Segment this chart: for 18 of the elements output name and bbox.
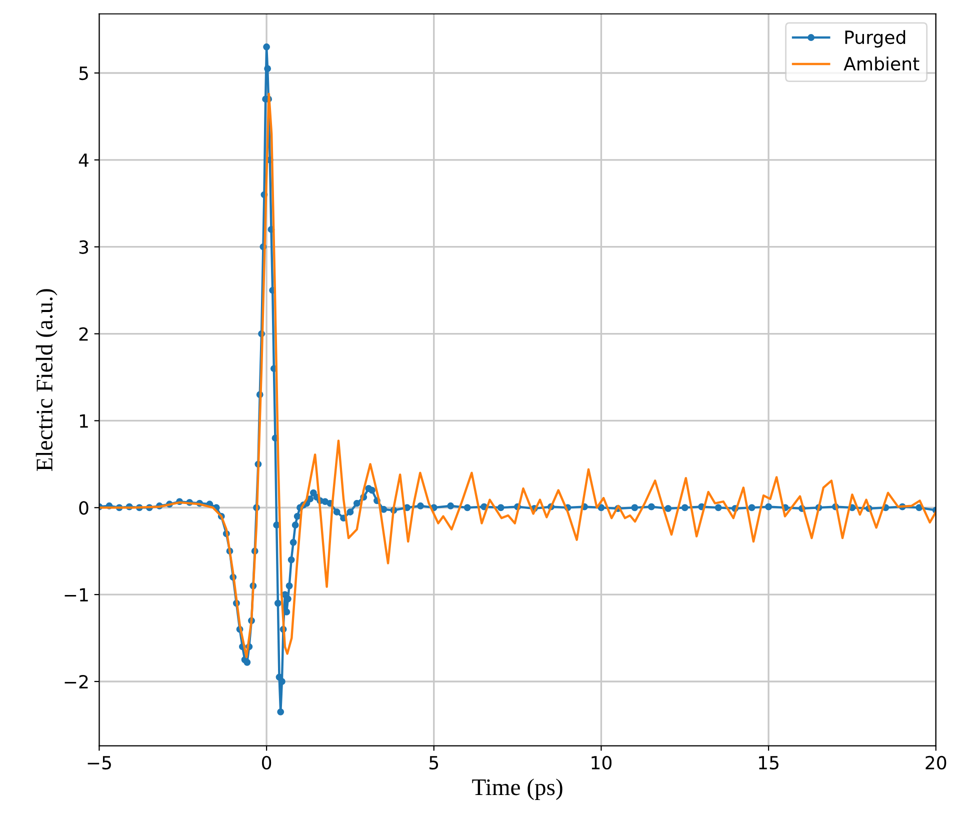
y-tick-label: 2 — [79, 327, 88, 341]
y-tick-label: 0 — [79, 501, 88, 515]
legend-label: Ambient — [844, 56, 920, 71]
x-tick-label: 15 — [759, 756, 778, 770]
y-tick-label: 4 — [78, 154, 88, 167]
y-tick-label: −2 — [64, 674, 88, 688]
y-tick-label: 1 — [80, 414, 88, 428]
x-tick-label: 5 — [430, 756, 438, 770]
x-tick-label: 20 — [926, 756, 946, 770]
y-tick-label: −1 — [64, 588, 88, 602]
legend-label: Purged — [845, 30, 906, 48]
x-tick-label: −5 — [88, 756, 111, 770]
x-axis-title: Time (ps) — [472, 778, 562, 800]
y-tick-label: 5 — [79, 66, 88, 80]
y-tick-label: 3 — [79, 240, 88, 254]
x-tick-label: 0 — [262, 756, 272, 770]
x-tick-label: 10 — [592, 756, 612, 770]
y-axis-title: Electric Field (a.u.) — [36, 289, 58, 471]
